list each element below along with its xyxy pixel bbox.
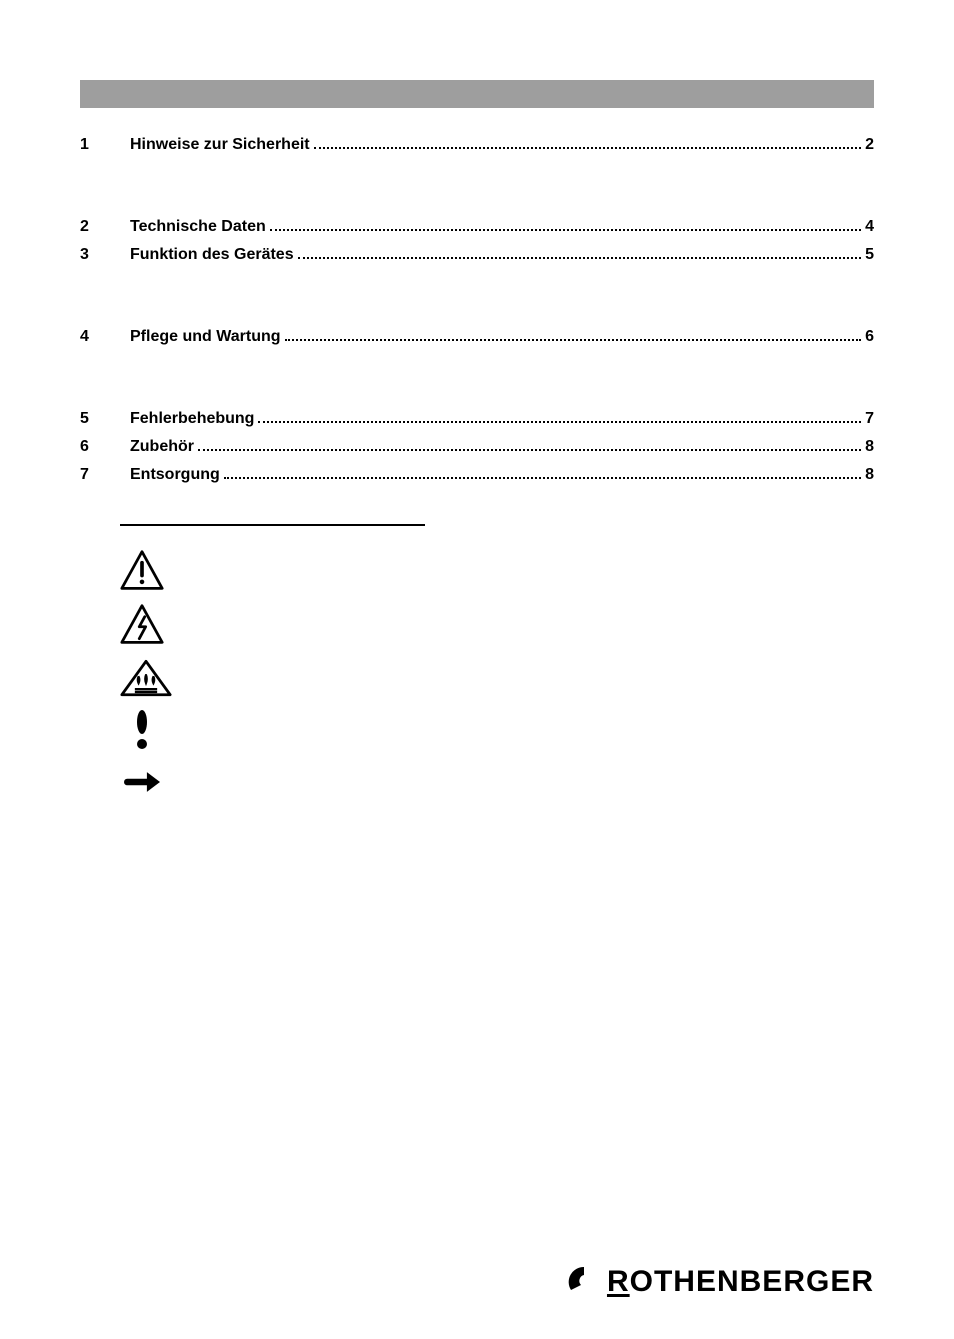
toc-page: 8 [865,438,874,456]
toc-number: 5 [80,410,130,428]
toc-title: Technische Daten [130,218,266,236]
toc-row: 6Zubehör 8 [80,438,874,456]
toc-number: 7 [80,466,130,484]
toc-row: 4Pflege und Wartung 6 [80,328,874,346]
toc-page: 4 [865,218,874,236]
brand-name: ROTHENBERGER [607,1265,874,1299]
toc-page: 5 [865,246,874,264]
toc-row: 7Entsorgung 8 [80,466,874,484]
toc-title: Fehlerbehebung [130,410,254,428]
toc-number: 3 [80,246,130,264]
toc-page: 8 [865,466,874,484]
toc-leader-dots [198,449,861,451]
toc-leader-dots [298,257,862,259]
toc-title: Funktion des Gerätes [130,246,294,264]
toc-number: 2 [80,218,130,236]
table-of-contents: 1Hinweise zur Sicherheit22Technische Dat… [80,136,874,484]
arrow-right-icon [120,764,164,808]
toc-leader-dots [258,421,861,423]
toc-page: 6 [865,328,874,346]
warning-exclamation-icon [120,548,164,592]
toc-page: 7 [865,410,874,428]
toc-row: 2Technische Daten 4 [80,218,874,236]
exclamation-icon [120,710,164,754]
legend-icons [120,548,874,808]
toc-page: 2 [865,136,874,154]
toc-row: 1Hinweise zur Sicherheit 2 [80,136,874,154]
toc-number: 6 [80,438,130,456]
warning-lightning-icon [120,602,164,646]
toc-number: 1 [80,136,130,154]
toc-number: 4 [80,328,130,346]
toc-leader-dots [314,147,861,149]
toc-title: Entsorgung [130,466,220,484]
toc-title: Hinweise zur Sicherheit [130,136,310,154]
toc-title: Pflege und Wartung [130,328,281,346]
toc-group: 1Hinweise zur Sicherheit 2 [80,136,874,154]
header-gray-bar [80,80,874,108]
toc-title: Zubehör [130,438,194,456]
legend-divider [120,524,425,526]
toc-group: 5Fehlerbehebung76Zubehör87Entsorgung8 [80,410,874,484]
toc-leader-dots [224,477,861,479]
toc-group: 4Pflege und Wartung 6 [80,328,874,346]
footer: ROTHENBERGER [567,1265,874,1299]
toc-leader-dots [270,229,861,231]
warning-hot-surface-icon [120,656,172,700]
toc-leader-dots [285,339,862,341]
toc-row: 5Fehlerbehebung 7 [80,410,874,428]
brand-logo: ROTHENBERGER [567,1265,874,1299]
brand-mark-icon [567,1265,601,1299]
toc-row: 3Funktion des Gerätes 5 [80,246,874,264]
toc-group: 2Technische Daten 4 3Funktion des Gerätes 5 [80,218,874,264]
